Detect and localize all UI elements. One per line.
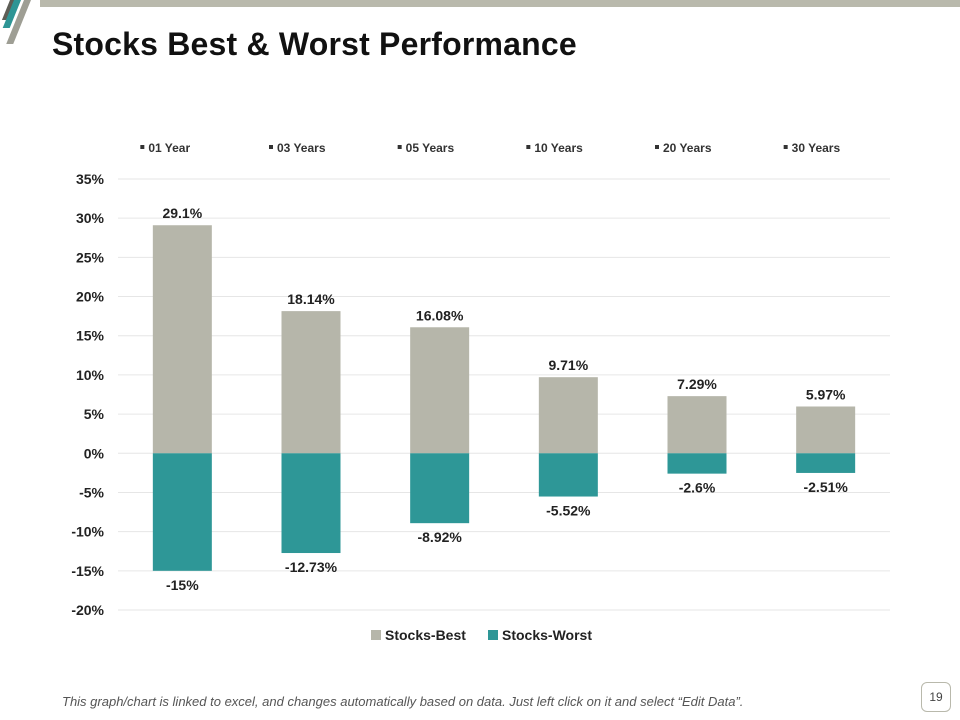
- category-bullet: [655, 145, 659, 149]
- y-tick-label: -5%: [79, 484, 104, 500]
- data-label-worst: -2.51%: [803, 479, 848, 495]
- y-tick-label: -20%: [71, 602, 104, 618]
- data-label-worst: -15%: [166, 577, 199, 593]
- y-tick-label: 5%: [84, 406, 105, 422]
- top-accent-band: [40, 0, 960, 7]
- category-bullet: [783, 145, 788, 149]
- bar-stocks-best: [410, 327, 470, 454]
- bar-stocks-worst: [796, 453, 856, 473]
- bar-stocks-best: [281, 311, 341, 454]
- legend-label-worst: Stocks-Worst: [502, 627, 592, 643]
- bar-stocks-best: [538, 377, 598, 454]
- category-label: 10 Years: [534, 141, 583, 155]
- bar-chart[interactable]: 35% 30% 25% 20% 15% 10% 5% 0% -5% -10% -15% -20% 01 …: [0, 0, 960, 680]
- category-bullet: [397, 145, 402, 149]
- category-label: 01 Year: [148, 141, 190, 155]
- slide-title: Stocks Best & Worst Performance: [52, 26, 577, 62]
- data-label-worst: -8.92%: [417, 529, 462, 545]
- bar-stocks-worst: [281, 453, 341, 554]
- data-label-best: 7.29%: [677, 376, 717, 392]
- data-label-best: 16.08%: [416, 307, 464, 323]
- category-label: 05 Years: [406, 141, 455, 155]
- data-label-worst: -2.6%: [679, 480, 716, 496]
- bar-stocks-worst: [410, 453, 470, 524]
- legend-swatch-best: [371, 630, 381, 640]
- page-number: 19: [921, 682, 951, 712]
- category-bullet: [269, 145, 273, 149]
- data-label-best: 29.1%: [162, 205, 202, 221]
- y-tick-label: 0%: [84, 445, 105, 461]
- bar-stocks-worst: [667, 453, 727, 474]
- category-label: 20 Years: [663, 141, 712, 155]
- data-label-worst: -12.73%: [285, 559, 338, 575]
- category-label: 30 Years: [792, 141, 841, 155]
- y-tick-label: -10%: [71, 524, 104, 540]
- bar-stocks-worst: [538, 453, 598, 497]
- y-tick-label: 20%: [76, 289, 105, 305]
- bar-stocks-best: [667, 396, 727, 454]
- data-label-best: 18.14%: [287, 291, 335, 307]
- bar-stocks-best: [796, 406, 856, 454]
- bar-stocks-best: [152, 225, 212, 454]
- category-bullet: [140, 145, 145, 149]
- y-tick-label: 35%: [76, 171, 105, 187]
- y-tick-label: 25%: [76, 249, 105, 265]
- data-label-worst: -5.52%: [546, 503, 591, 519]
- legend-swatch-worst: [488, 630, 498, 640]
- data-label-best: 9.71%: [548, 357, 588, 373]
- bar-stocks-worst: [152, 453, 212, 571]
- footnote: This graph/chart is linked to excel, and…: [62, 694, 744, 709]
- y-tick-label: 30%: [76, 210, 105, 226]
- category-label: 03 Years: [277, 141, 326, 155]
- legend-label-best: Stocks-Best: [385, 627, 466, 643]
- y-tick-label: -15%: [71, 563, 104, 579]
- data-label-best: 5.97%: [806, 386, 846, 402]
- y-tick-label: 10%: [76, 367, 105, 383]
- category-bullet: [526, 145, 531, 149]
- y-tick-label: 15%: [76, 328, 105, 344]
